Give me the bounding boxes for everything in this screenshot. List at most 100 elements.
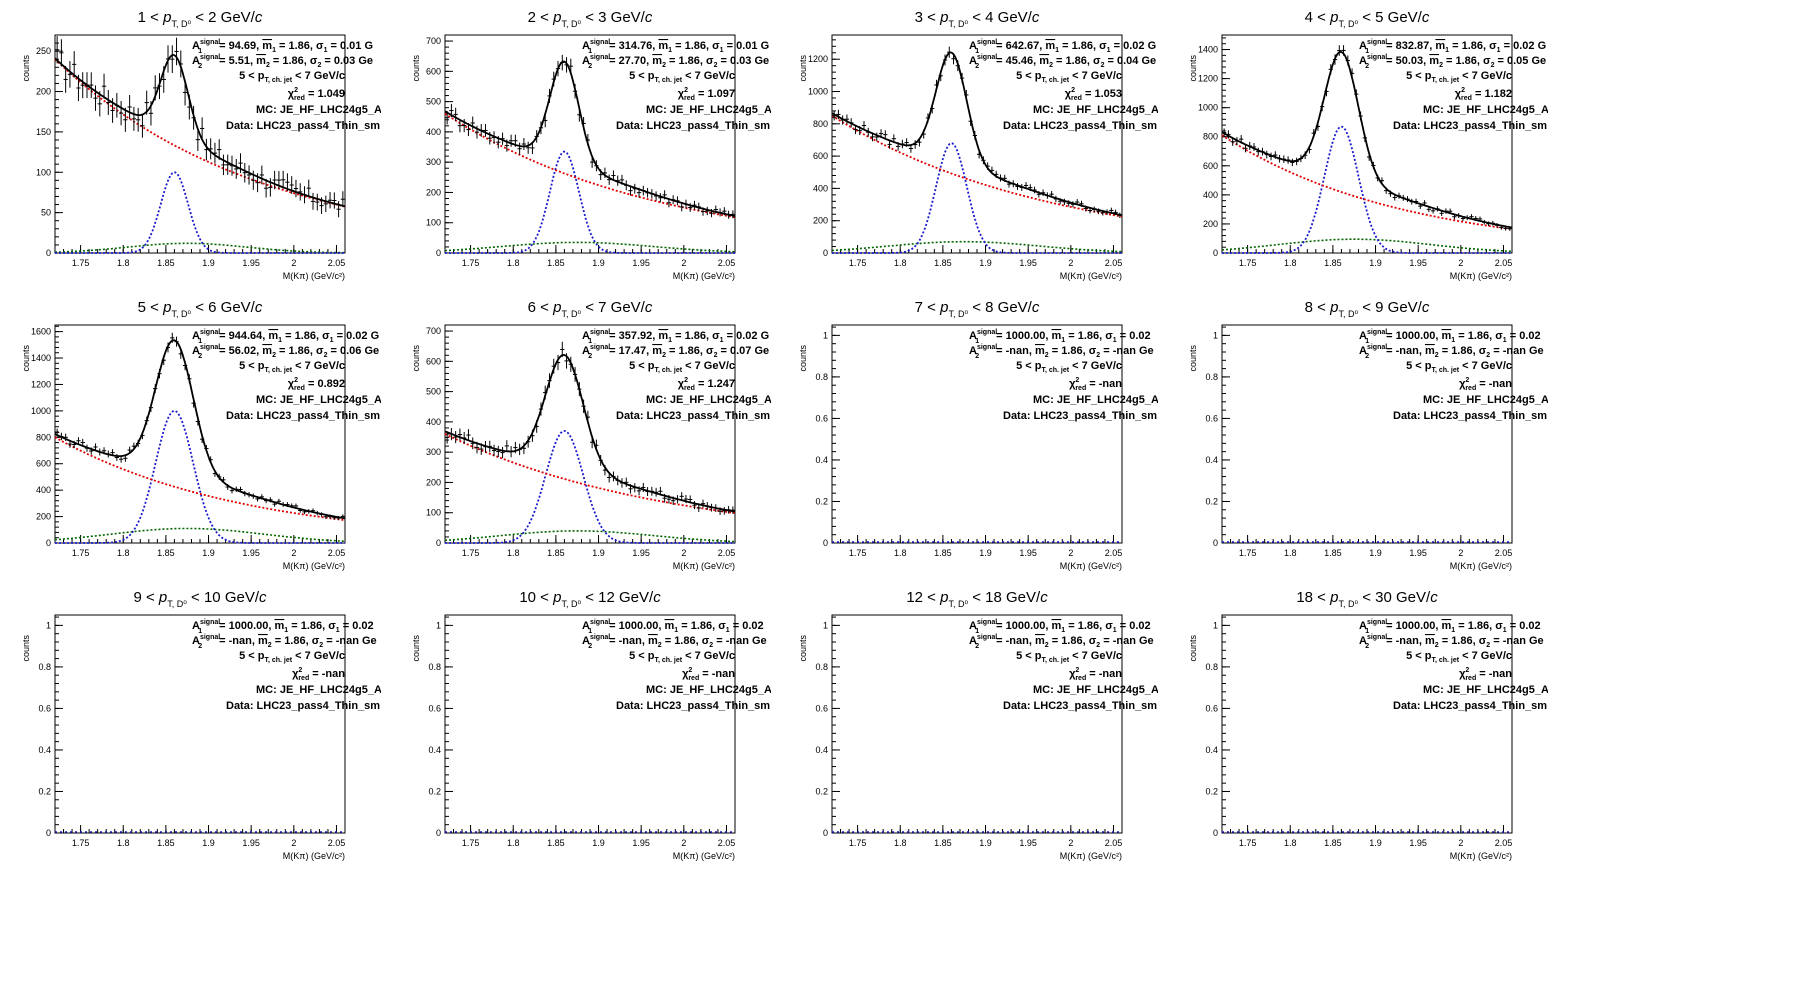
background-curve bbox=[444, 112, 736, 219]
x-tick-label: 2.05 bbox=[1495, 258, 1513, 268]
jet-range: 5 < pT, ch. jet < 7 GeV/c bbox=[239, 70, 345, 84]
y-tick-label: 0.6 bbox=[1205, 703, 1218, 713]
chi2-reduced: χ2 red = -nan bbox=[1069, 667, 1122, 682]
y-tick-label: 1200 bbox=[31, 379, 51, 389]
x-tick-label: 1.8 bbox=[894, 258, 907, 268]
y-axis-label: counts bbox=[798, 635, 808, 662]
data-label: Data: LHC23_pass4_Thin_sm bbox=[616, 700, 770, 712]
y-tick-label: 0.2 bbox=[428, 786, 441, 796]
total-fit-curve bbox=[831, 51, 1123, 217]
chart-panel: 10 < pT, D⁰ < 12 GeV/c counts 0 0.2 0.4 0.6 0.… bbox=[411, 589, 771, 861]
fit-info: Asignal 1 = 1000.00, m1 = 1.86, σ1 = 0.02… bbox=[969, 619, 1158, 712]
signal-amp-1: Asignal 1 = 314.76, m1 = 1.86, σ1 = 0.01 … bbox=[582, 39, 769, 55]
y-tick-label: 1 bbox=[1213, 330, 1218, 340]
data-label: Data: LHC23_pass4_Thin_sm bbox=[616, 410, 770, 422]
chi2-reduced: χ2 red = -nan bbox=[682, 667, 735, 682]
data-label: Data: LHC23_pass4_Thin_sm bbox=[1393, 700, 1547, 712]
y-tick-label: 0 bbox=[436, 538, 441, 548]
signal-amp-2: Asignal 2 = -nan, m2 = 1.86, σ2 = -nan Ge bbox=[582, 634, 767, 650]
y-tick-label: 100 bbox=[426, 508, 441, 518]
reflection-curve bbox=[444, 241, 735, 253]
data-label: Data: LHC23_pass4_Thin_sm bbox=[1003, 700, 1157, 712]
reflection-curve bbox=[1221, 238, 1512, 253]
y-tick-label: 1 bbox=[46, 620, 51, 630]
chart-title: 4 < pT, D⁰ < 5 GeV/c bbox=[1305, 9, 1430, 29]
y-axis-label: counts bbox=[21, 55, 31, 82]
signal-amp-1: Asignal 1 = 1000.00, m1 = 1.86, σ1 = 0.02 bbox=[1359, 619, 1541, 635]
total-fit-curve bbox=[54, 54, 346, 208]
chi2-reduced: χ2 red = -nan bbox=[292, 667, 345, 682]
y-tick-label: 0.4 bbox=[38, 745, 51, 755]
y-tick-label: 400 bbox=[426, 417, 441, 427]
chart-title: 1 < pT, D⁰ < 2 GeV/c bbox=[138, 9, 263, 29]
fit-info: Asignal 1 = 357.92, m1 = 1.86, σ1 = 0.02 … bbox=[582, 329, 771, 422]
y-tick-label: 0 bbox=[46, 538, 51, 548]
signal-curve bbox=[55, 409, 345, 544]
y-tick-label: 200 bbox=[1203, 219, 1218, 229]
x-tick-label: 1.9 bbox=[592, 548, 605, 558]
y-tick-label: 0.2 bbox=[815, 496, 828, 506]
x-tick-label: 2.05 bbox=[328, 258, 346, 268]
y-tick-label: 0 bbox=[46, 828, 51, 838]
jet-range: 5 < pT, ch. jet < 7 GeV/c bbox=[629, 360, 735, 374]
x-tick-label: 1.8 bbox=[507, 548, 520, 558]
fit-info: Asignal 1 = 314.76, m1 = 1.86, σ1 = 0.01 … bbox=[582, 39, 771, 132]
signal-curve bbox=[1222, 125, 1512, 254]
y-tick-label: 1 bbox=[823, 620, 828, 630]
y-tick-label: 1 bbox=[823, 330, 828, 340]
x-tick-label: 2 bbox=[681, 548, 686, 558]
y-tick-label: 0.8 bbox=[38, 662, 51, 672]
x-tick-label: 1.85 bbox=[934, 258, 952, 268]
y-tick-label: 0.6 bbox=[815, 703, 828, 713]
x-tick-label: 1.9 bbox=[592, 838, 605, 848]
x-tick-label: 1.95 bbox=[1409, 838, 1427, 848]
jet-range: 5 < pT, ch. jet < 7 GeV/c bbox=[239, 650, 345, 664]
x-tick-label: 1.85 bbox=[157, 258, 175, 268]
y-axis-label: counts bbox=[411, 345, 421, 372]
x-tick-label: 2 bbox=[681, 838, 686, 848]
data-label: Data: LHC23_pass4_Thin_sm bbox=[226, 120, 380, 132]
chi2-reduced: χ2 red = -nan bbox=[1459, 377, 1512, 392]
background-curve bbox=[54, 58, 346, 208]
total-fit-curve bbox=[54, 339, 346, 520]
y-tick-label: 400 bbox=[813, 183, 828, 193]
fit-info: Asignal 1 = 944.64, m1 = 1.86, σ1 = 0.02 … bbox=[192, 329, 381, 422]
y-tick-label: 0.4 bbox=[1205, 745, 1218, 755]
jet-range: 5 < pT, ch. jet < 7 GeV/c bbox=[629, 70, 735, 84]
y-tick-label: 600 bbox=[426, 66, 441, 76]
chart-panel: 1 < pT, D⁰ < 2 GeV/ccounts05010015020025… bbox=[21, 9, 381, 281]
x-tick-label: 2 bbox=[681, 258, 686, 268]
signal-amp-1: Asignal 1 = 1000.00, m1 = 1.86, σ1 = 0.02 bbox=[582, 619, 764, 635]
x-tick-label: 1.8 bbox=[507, 258, 520, 268]
x-tick-label: 2.05 bbox=[718, 548, 736, 558]
mc-label: MC: JE_HF_LHC24g5_A bbox=[1033, 394, 1159, 406]
mc-label: MC: JE_HF_LHC24g5_A bbox=[1423, 394, 1549, 406]
signal-amp-1: Asignal 1 = 94.69, m1 = 1.86, σ1 = 0.01 G bbox=[192, 39, 373, 55]
x-axis-label: M(Kπ) (GeV/c²) bbox=[283, 561, 345, 571]
chart-title: 9 < pT, D⁰ < 10 GeV/c bbox=[133, 589, 267, 609]
chart-panel: 12 < pT, D⁰ < 18 GeV/c counts 0 0.2 0.4 0.6 0.… bbox=[798, 589, 1158, 861]
y-axis-label: counts bbox=[798, 55, 808, 82]
y-tick-label: 0.2 bbox=[815, 786, 828, 796]
x-tick-label: 1.85 bbox=[934, 548, 952, 558]
y-tick-label: 0.8 bbox=[1205, 662, 1218, 672]
x-tick-label: 1.85 bbox=[547, 548, 565, 558]
x-tick-label: 2.05 bbox=[1495, 838, 1513, 848]
jet-range: 5 < pT, ch. jet < 7 GeV/c bbox=[1406, 650, 1512, 664]
y-tick-label: 700 bbox=[426, 36, 441, 46]
signal-curve bbox=[445, 430, 735, 544]
x-tick-label: 2.05 bbox=[328, 548, 346, 558]
x-tick-label: 1.95 bbox=[1019, 548, 1037, 558]
y-tick-label: 0.6 bbox=[38, 703, 51, 713]
y-tick-label: 800 bbox=[1203, 132, 1218, 142]
y-axis-label: counts bbox=[798, 345, 808, 372]
y-tick-label: 0.8 bbox=[815, 372, 828, 382]
x-tick-label: 1.9 bbox=[202, 838, 215, 848]
mc-label: MC: JE_HF_LHC24g5_A bbox=[1033, 104, 1159, 116]
data-label: Data: LHC23_pass4_Thin_sm bbox=[226, 700, 380, 712]
data-label: Data: LHC23_pass4_Thin_sm bbox=[226, 410, 380, 422]
y-tick-label: 0 bbox=[436, 828, 441, 838]
signal-amp-1: Asignal 1 = 832.87, m1 = 1.86, σ1 = 0.02 … bbox=[1359, 39, 1546, 55]
reflection-curve bbox=[54, 242, 345, 254]
mc-label: MC: JE_HF_LHC24g5_A bbox=[1423, 104, 1549, 116]
